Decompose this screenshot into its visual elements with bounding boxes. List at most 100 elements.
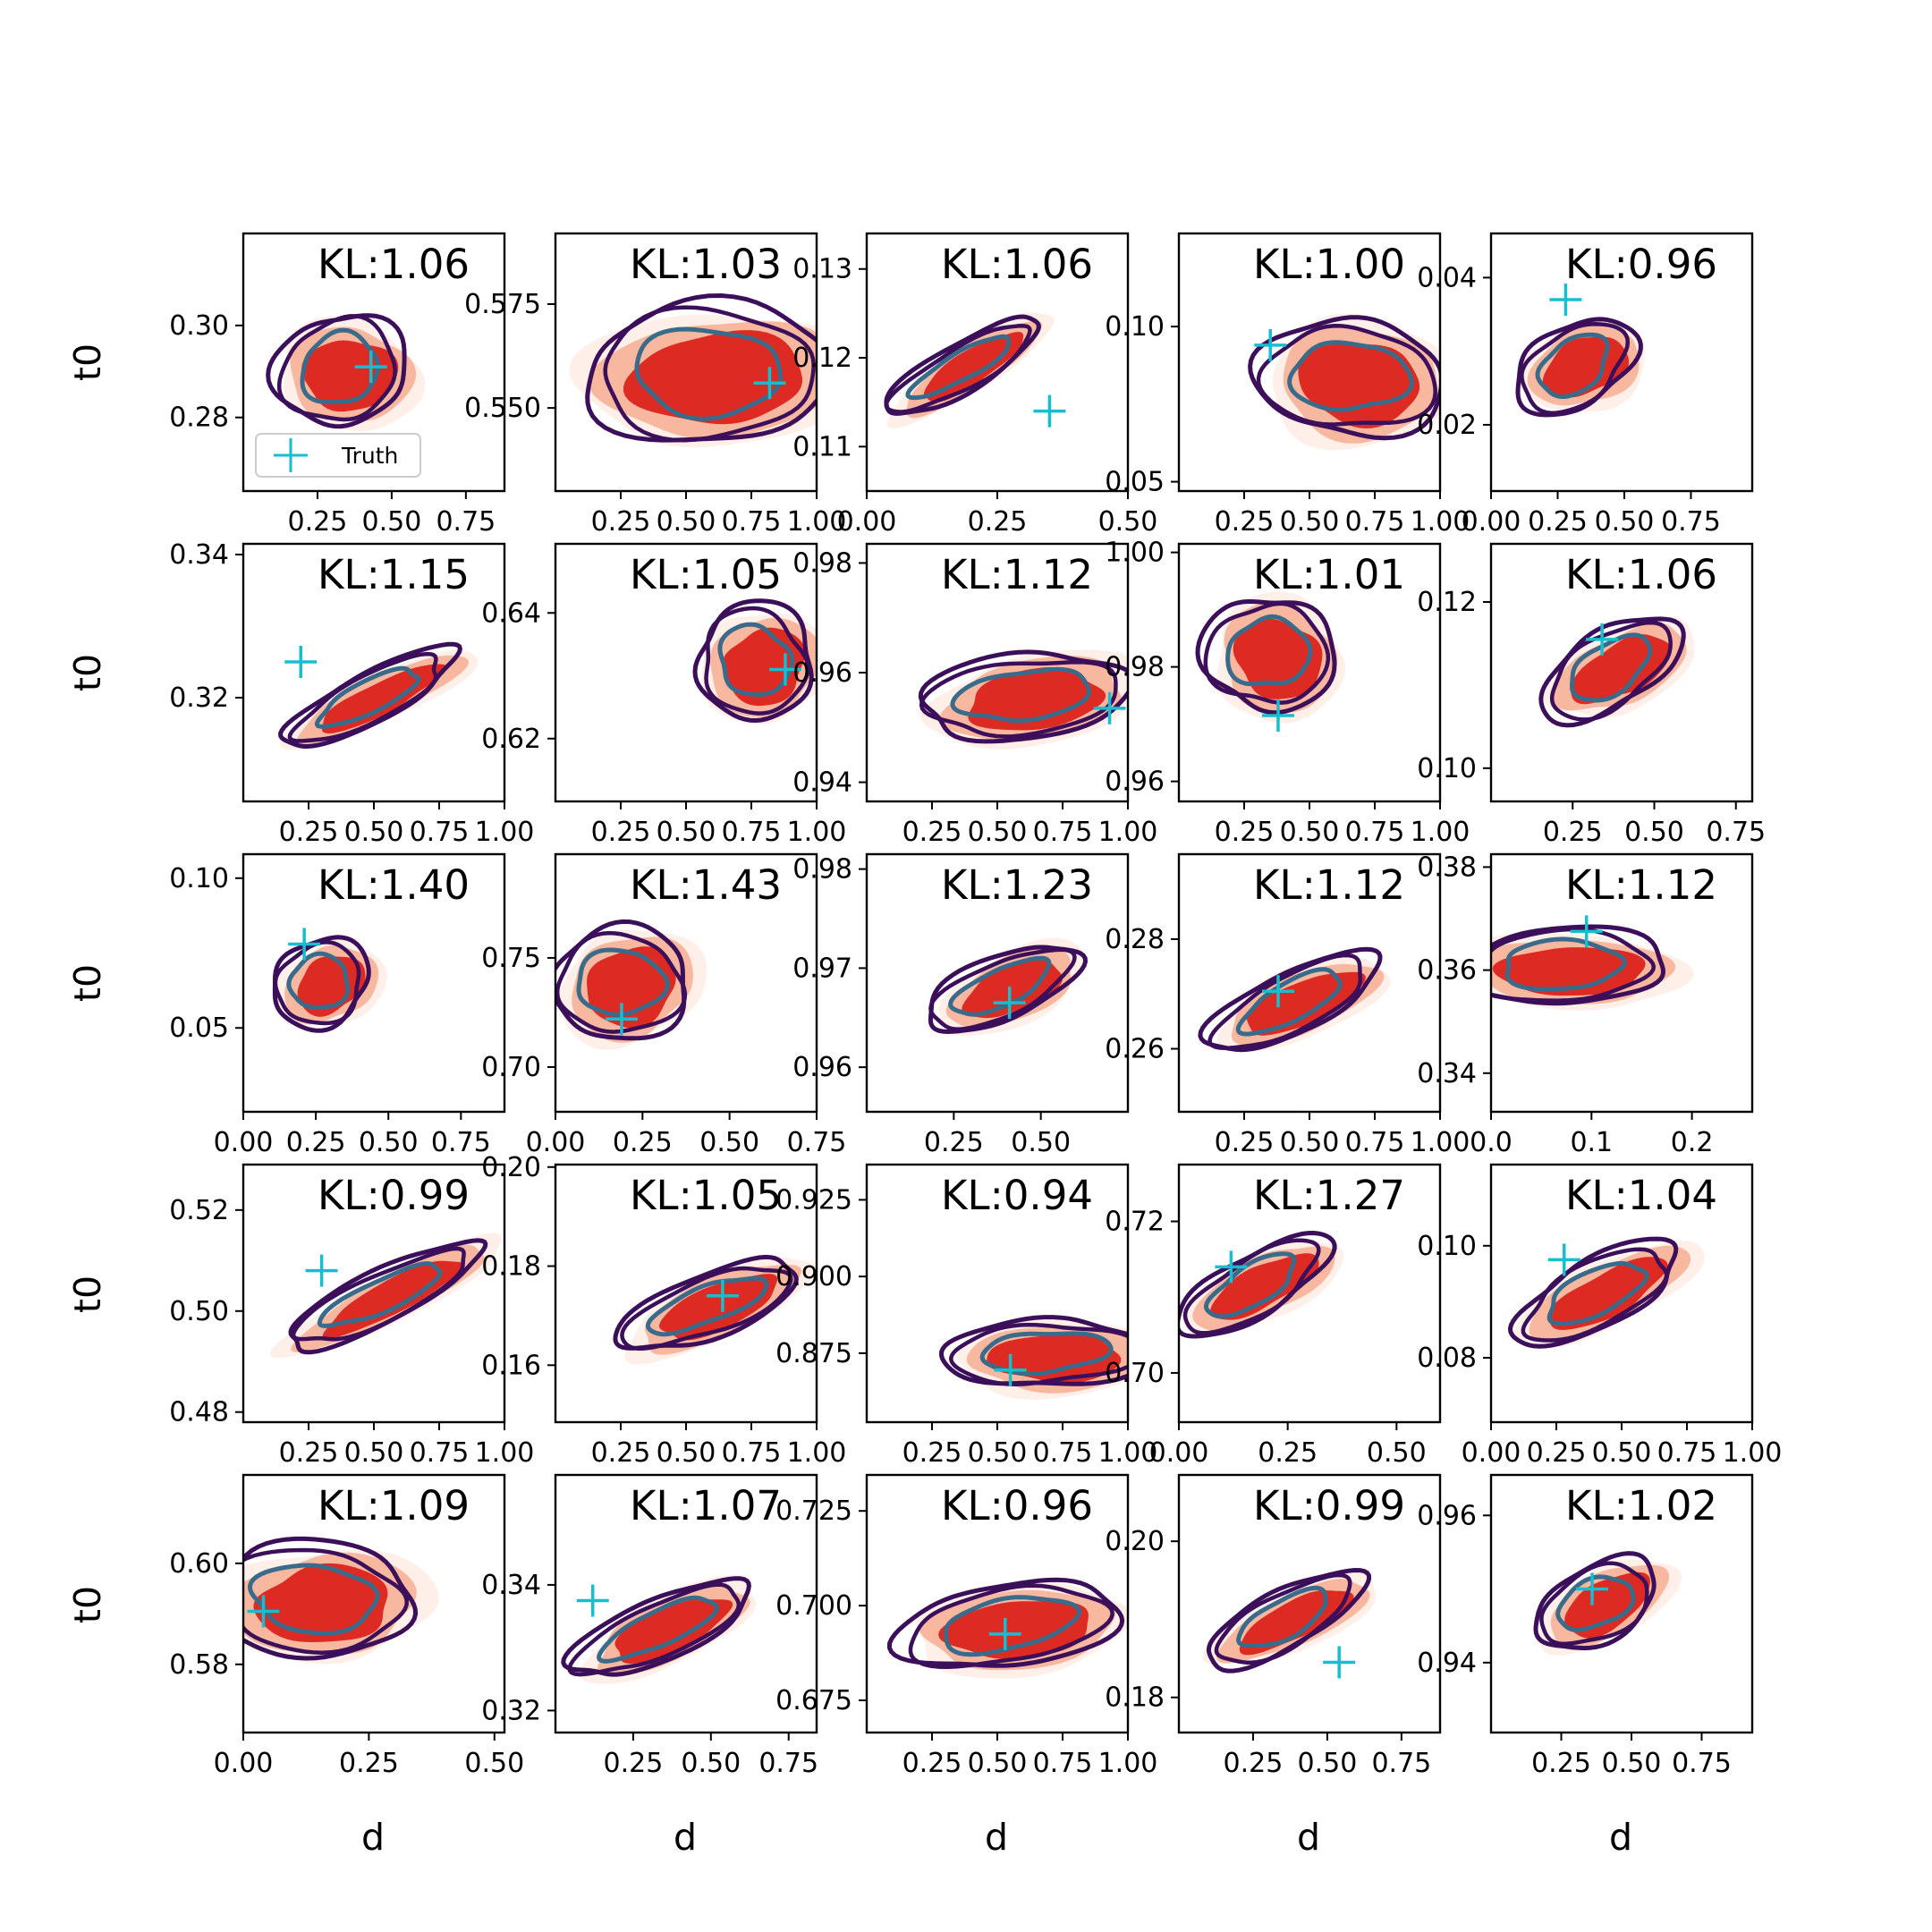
- xlabel-col-1: d: [361, 1816, 385, 1859]
- x-tick-label: 0.25: [1543, 817, 1603, 848]
- density-layer: [1538, 616, 1695, 728]
- contour-inner: [1203, 1251, 1297, 1319]
- truth-marker: [1547, 1243, 1580, 1276]
- truth-marker: [305, 1254, 338, 1287]
- density-fill-core: [1549, 1257, 1668, 1330]
- y-tick-label: 0.32: [169, 682, 229, 714]
- contour-second: [291, 1246, 466, 1342]
- x-tick-label: 0.75: [1033, 1437, 1093, 1469]
- contour-second: [1491, 927, 1657, 1003]
- density-layer: [1491, 924, 1694, 1011]
- density-layer: [918, 649, 1128, 750]
- kl-label: KL:1.09: [318, 1482, 470, 1530]
- panel-frame: [554, 852, 818, 1114]
- x-tick-label: 0.50: [968, 817, 1028, 848]
- ylabel-row-5: t0: [66, 1586, 109, 1623]
- truth-marker: [988, 1617, 1021, 1650]
- density-layer: [884, 312, 1055, 429]
- x-tick-label: 0.25: [924, 1127, 984, 1158]
- x-tick-label: 0.25: [1531, 1748, 1591, 1779]
- contour-inner: [1236, 1585, 1328, 1648]
- density-fill-core: [1571, 634, 1672, 705]
- y-tick-label: 0.02: [1417, 410, 1477, 441]
- contour-outer: [613, 1254, 799, 1351]
- truth-marker: [288, 928, 321, 961]
- density-layer: [1533, 1551, 1682, 1656]
- y-tick-label: 0.700: [775, 1590, 852, 1622]
- kl-label: KL:1.04: [1565, 1172, 1717, 1219]
- contour-outer: [1248, 315, 1440, 441]
- x-tick-label: 0.75: [722, 1437, 782, 1469]
- density-layer: [1507, 1236, 1705, 1349]
- x-tick-label: 0.25: [902, 817, 962, 848]
- density-layer: [1248, 313, 1440, 451]
- y-tick-label: 0.32: [481, 1695, 541, 1726]
- kl-label: KL:1.40: [318, 861, 470, 909]
- y-tick-label: 0.48: [169, 1397, 229, 1428]
- x-tick-label: 0.50: [359, 1127, 419, 1158]
- contour-second: [555, 930, 688, 1034]
- kl-label: KL:1.05: [630, 551, 782, 598]
- legend-box: [255, 433, 421, 478]
- x-tick-label: 0.50: [681, 1748, 741, 1779]
- truth-marker: [576, 1584, 609, 1617]
- kl-label: KL:1.03: [630, 241, 782, 288]
- panel-20: 0.00 0.25 0.50 0.75 1.00 0.08 0.10 KL:1.04: [1417, 1163, 1782, 1469]
- truth-marker: [247, 1595, 280, 1628]
- y-tick-label: 0.75: [481, 943, 541, 974]
- contour-inner: [950, 666, 1092, 724]
- contour-inner: [1535, 332, 1610, 399]
- contour-inner: [1504, 936, 1627, 992]
- x-tick-label: 0.25: [339, 1748, 399, 1779]
- panel-frame: [554, 1473, 818, 1734]
- contour-inner: [717, 622, 795, 698]
- kl-label: KL:0.99: [318, 1172, 470, 1219]
- truth-marker: [1323, 1646, 1356, 1679]
- x-tick-label: 0.75: [722, 817, 782, 848]
- contour-second: [1539, 1561, 1649, 1647]
- density-layer: [561, 1575, 756, 1684]
- y-tick-label: 0.34: [481, 1570, 541, 1601]
- y-tick-label: 0.96: [1417, 1500, 1477, 1531]
- x-tick-label: 0.25: [591, 1437, 651, 1469]
- truth-marker: [284, 646, 318, 678]
- kl-label: KL:0.96: [1565, 241, 1717, 288]
- x-tick-label: 0.50: [344, 1437, 404, 1469]
- x-tick-label: 0.75: [436, 506, 496, 538]
- y-tick-label: 0.12: [1417, 587, 1477, 618]
- panel-17: 0.25 0.50 0.75 1.00 0.16 0.18 0.20 KL:1.05: [481, 1152, 846, 1469]
- contour-inner: [905, 334, 1011, 401]
- x-tick-label: 0.50: [362, 506, 422, 538]
- kl-label: KL:1.15: [318, 551, 470, 598]
- contour-second: [1520, 322, 1631, 415]
- panel-frame: [1489, 542, 1754, 803]
- panel-14: 0.25 0.50 0.75 1.00 0.26 0.28 KL:1.12: [1105, 852, 1470, 1158]
- panel-frame: [1489, 232, 1754, 493]
- density-fill-core: [297, 956, 366, 1017]
- x-tick-label: 0.75: [410, 1437, 470, 1469]
- x-tick-label: 1.00: [1098, 817, 1158, 848]
- y-tick-label: 0.98: [792, 547, 852, 579]
- contour-inner: [979, 1331, 1114, 1377]
- xlabel-col-5: d: [1609, 1816, 1632, 1859]
- contour-inner: [1235, 967, 1343, 1037]
- x-tick-label: 0.00: [526, 1127, 586, 1158]
- contour-second: [1256, 324, 1437, 427]
- kl-label: KL:1.06: [941, 241, 1093, 288]
- panel-frame: [1177, 1473, 1442, 1734]
- contour-inner: [300, 327, 381, 404]
- x-tick-label: 0.50: [1298, 1748, 1358, 1779]
- x-tick-label: 0.25: [1258, 1437, 1318, 1469]
- density-fill-core: [614, 1598, 733, 1664]
- x-tick-label: 0.50: [1592, 1437, 1652, 1469]
- x-tick-label: 0.75: [787, 1127, 847, 1158]
- contour-inner: [286, 951, 351, 1010]
- x-tick-label: 0.0: [1470, 1127, 1513, 1158]
- panel-frame: [242, 1473, 506, 1734]
- kl-label: KL:1.43: [630, 861, 782, 909]
- x-tick-label: 0.00: [1149, 1437, 1209, 1469]
- contour-outer: [555, 919, 687, 1041]
- panel-frame: [242, 232, 506, 493]
- x-tick-label: 0.50: [1098, 506, 1158, 538]
